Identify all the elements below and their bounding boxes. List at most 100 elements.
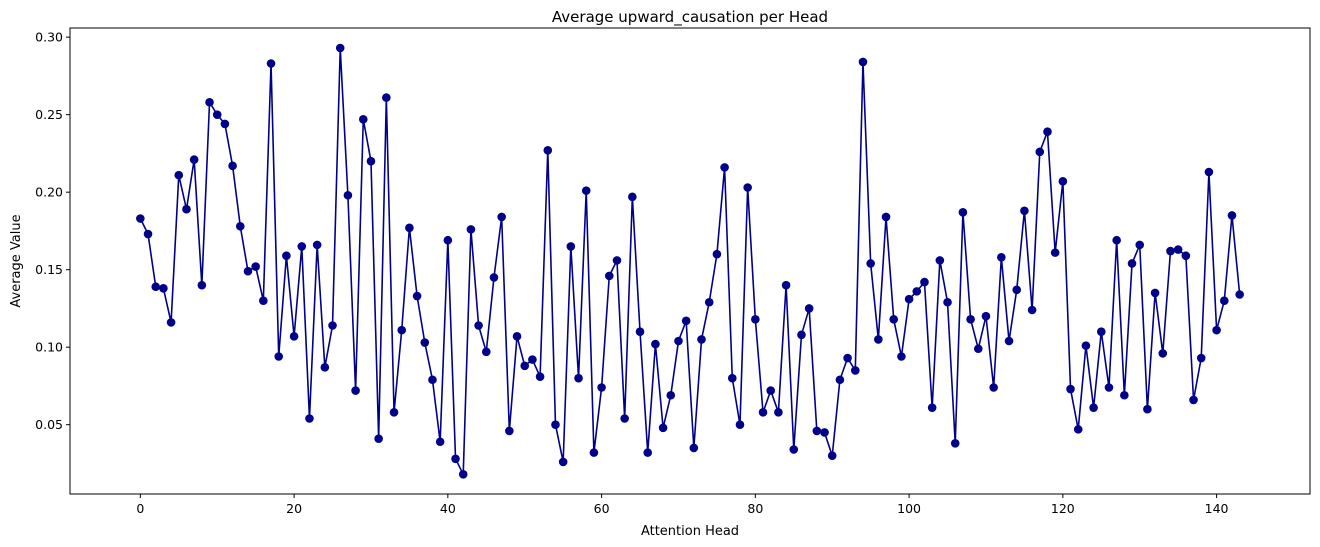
data-point — [320, 363, 330, 372]
data-point — [174, 170, 184, 180]
data-point — [989, 383, 998, 392]
data-point — [651, 339, 660, 349]
data-point — [259, 296, 268, 305]
data-point — [1073, 425, 1083, 434]
data-point — [1004, 336, 1014, 346]
data-point — [351, 386, 360, 395]
x-tick-label: 80 — [747, 501, 763, 516]
data-point — [435, 437, 445, 447]
data-point — [897, 352, 906, 361]
data-point — [297, 242, 307, 251]
data-point — [697, 335, 706, 344]
y-tick-label: 0.15 — [35, 262, 63, 277]
data-point — [189, 155, 199, 164]
data-point — [997, 252, 1006, 262]
data-point — [781, 280, 791, 290]
data-point — [420, 338, 430, 347]
data-point — [1135, 240, 1145, 250]
data-point — [136, 214, 145, 223]
series-line — [139, 47, 1241, 476]
data-point — [1112, 235, 1121, 245]
data-point — [1104, 383, 1114, 392]
data-point — [973, 344, 983, 354]
data-point — [935, 256, 945, 265]
y-axis-label: Average Value — [9, 214, 24, 307]
data-point — [766, 386, 776, 395]
data-point — [266, 59, 276, 68]
y-axis: 0.05 0.10 0.15 0.20 0.25 0.30 — [35, 30, 70, 432]
data-point — [758, 408, 768, 417]
data-point — [1127, 259, 1137, 268]
data-point — [966, 314, 975, 324]
data-point — [1020, 206, 1029, 216]
y-tick-label: 0.05 — [35, 417, 63, 432]
data-point — [620, 414, 629, 423]
data-point — [428, 375, 437, 385]
y-tick-label: 0.25 — [35, 107, 63, 122]
data-point — [658, 423, 668, 433]
data-point — [574, 373, 583, 383]
plot-area — [136, 43, 1244, 479]
data-point — [950, 439, 960, 448]
data-point — [850, 366, 860, 375]
data-point — [1096, 327, 1106, 336]
data-point — [604, 271, 614, 281]
data-point — [1050, 248, 1060, 257]
data-point — [382, 93, 391, 102]
data-point — [151, 282, 161, 292]
data-point — [712, 249, 722, 259]
data-point — [843, 353, 852, 363]
data-point — [282, 251, 291, 261]
data-point — [920, 277, 929, 287]
x-tick-label: 140 — [1205, 501, 1229, 516]
data-point — [881, 212, 891, 222]
data-point — [774, 408, 783, 417]
data-point — [520, 361, 530, 371]
data-point — [212, 110, 222, 119]
data-point — [681, 316, 691, 326]
data-point — [389, 408, 399, 417]
data-point — [1012, 285, 1022, 295]
data-point — [251, 262, 260, 271]
data-point — [1027, 305, 1037, 315]
data-point — [358, 115, 368, 124]
data-point — [489, 273, 499, 282]
data-point — [1089, 403, 1098, 412]
data-point — [1189, 395, 1198, 405]
data-point — [1235, 290, 1244, 299]
data-point — [197, 280, 207, 290]
data-point — [1120, 390, 1129, 400]
data-point — [981, 311, 991, 321]
data-point — [1219, 296, 1229, 305]
data-point — [797, 330, 806, 340]
data-point — [1158, 349, 1168, 358]
data-point — [889, 314, 899, 324]
x-tick-label: 100 — [897, 501, 921, 516]
data-point — [512, 332, 522, 341]
data-point — [820, 428, 829, 437]
data-point — [335, 43, 345, 53]
data-point — [1043, 127, 1052, 137]
data-point — [412, 291, 422, 301]
x-axis: 0 20 40 60 80 100 120 140 — [136, 494, 1229, 516]
data-point — [1150, 288, 1160, 298]
data-point — [612, 256, 622, 265]
x-tick-label: 0 — [136, 501, 144, 516]
data-point — [1066, 384, 1075, 394]
data-point — [1173, 245, 1183, 254]
data-point — [143, 229, 153, 239]
data-point — [443, 235, 453, 245]
data-point — [481, 347, 491, 357]
data-point — [466, 225, 476, 234]
data-point — [205, 97, 214, 107]
data-point — [528, 355, 537, 364]
x-tick-label: 60 — [594, 501, 610, 516]
axes-frame — [69, 27, 1311, 495]
data-point — [912, 287, 922, 296]
data-point — [689, 443, 699, 453]
data-point — [1081, 341, 1091, 350]
data-point — [735, 420, 745, 430]
data-point — [558, 457, 568, 467]
x-tick-label: 120 — [1051, 501, 1075, 516]
